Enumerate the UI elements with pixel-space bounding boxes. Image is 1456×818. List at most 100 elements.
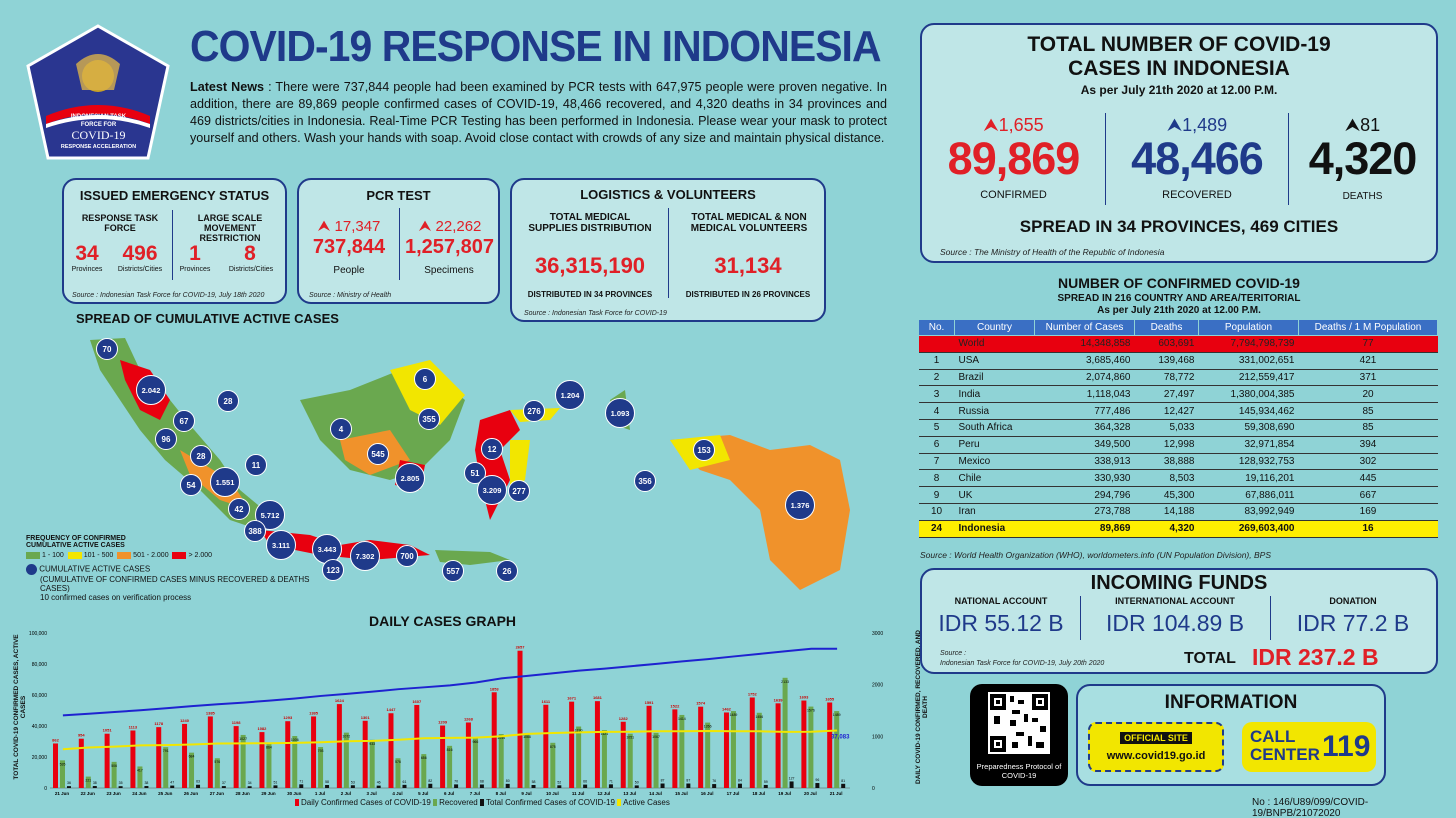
left-tick-label: 20,000 bbox=[32, 755, 48, 761]
column-header: Deaths / 1 M Population bbox=[1298, 319, 1438, 336]
recovered-bar bbox=[524, 732, 530, 788]
death-bar-label: 70 bbox=[454, 779, 458, 783]
recovered-bar-label: 1266 bbox=[704, 725, 712, 729]
death-bar bbox=[841, 783, 846, 788]
map-dot: 28 bbox=[190, 445, 212, 467]
funds-panel: INCOMING FUNDS NATIONAL ACCOUNT IDR 55.1… bbox=[920, 568, 1438, 674]
recovered-bar-label: 1121 bbox=[601, 732, 609, 736]
death-bar bbox=[634, 785, 639, 788]
recovered-bar bbox=[214, 758, 220, 788]
daily-bar-label: 1574 bbox=[696, 701, 706, 706]
recovered-bar bbox=[395, 758, 401, 788]
daily-bar-label: 1385 bbox=[309, 710, 319, 715]
deaths-value: 4,320 bbox=[1308, 133, 1418, 184]
inc-confirmed: ⮝1,655 bbox=[922, 115, 1105, 136]
daily-bar-label: 1522 bbox=[670, 703, 680, 708]
death-bar bbox=[67, 786, 71, 788]
death-bar bbox=[428, 783, 433, 788]
map-dot: 2.805 bbox=[395, 463, 425, 493]
funds-title: INCOMING FUNDS bbox=[1090, 572, 1268, 594]
qr-card[interactable]: Preparedness Protocol of COVID-19 bbox=[970, 684, 1068, 786]
recovered-bar bbox=[730, 711, 736, 788]
daily-bar-label: 1178 bbox=[154, 721, 163, 726]
page-title: COVID-19 RESPONSE IN INDONESIA bbox=[190, 22, 882, 71]
emergency-l3: Provinces bbox=[179, 266, 211, 273]
recovered-bar-label: 864 bbox=[266, 745, 272, 749]
recovered-bar-label: 933 bbox=[369, 742, 375, 746]
emergency-l4: Districts/Cities bbox=[228, 266, 274, 273]
daily-bar-label: 1853 bbox=[490, 686, 500, 691]
daily-bar-label: 1693 bbox=[799, 695, 809, 700]
table-row: 8 Chile 330,930 8,503 19,116,201 445 bbox=[918, 469, 1438, 488]
death-bar-label: 35 bbox=[119, 781, 123, 785]
recovered-bar bbox=[189, 752, 195, 788]
document-number: No : 146/U89/099/COVID-19/BNPB/21072020 bbox=[1252, 797, 1369, 818]
world-sub: SPREAD IN 216 COUNTRY AND AREA/TERITORIA… bbox=[1057, 293, 1301, 304]
table-row: 5 South Africa 364,328 5,033 59,308,690 85 bbox=[918, 419, 1438, 437]
map-title: SPREAD OF CUMULATIVE ACTIVE CASES bbox=[76, 311, 339, 326]
map-dot: 153 bbox=[693, 439, 715, 461]
recovered-bar bbox=[653, 732, 659, 788]
death-bar-label: 50 bbox=[635, 780, 639, 784]
column-header: Deaths bbox=[1134, 319, 1199, 336]
legend-item: 501 - 2.000 bbox=[117, 552, 169, 559]
death-bar bbox=[92, 786, 97, 788]
daily-bar-label: 954 bbox=[78, 733, 85, 738]
daily-bar bbox=[53, 743, 58, 788]
emergency-v2: 496 bbox=[122, 242, 158, 265]
map-dot: 54 bbox=[180, 474, 202, 496]
x-tick-label: 3 Jul bbox=[367, 791, 377, 796]
daily-bar bbox=[594, 701, 600, 788]
totals-title1: TOTAL NUMBER OF COVID-19 bbox=[1027, 33, 1331, 56]
daily-bar bbox=[311, 716, 317, 788]
death-bar bbox=[608, 784, 613, 788]
recovered-bar bbox=[576, 726, 582, 788]
x-tick-label: 11 Jul bbox=[572, 791, 585, 796]
official-site-button[interactable]: OFFICIAL SITE www.covid19.go.id bbox=[1088, 722, 1224, 772]
emergency-title: ISSUED EMERGENCY STATUS bbox=[79, 188, 270, 203]
daily-bar bbox=[775, 703, 781, 788]
map-dot: 356 bbox=[634, 470, 656, 492]
daily-bar bbox=[414, 704, 420, 788]
map-dot: 355 bbox=[418, 408, 440, 430]
dot-icon bbox=[26, 564, 37, 576]
call-center-button[interactable]: CALL CENTER 119 bbox=[1242, 722, 1376, 772]
legend-daily: Daily Confirmed Cases of COVID-19 bbox=[301, 798, 431, 807]
pcr-source: Source : Ministry of Health bbox=[309, 292, 392, 299]
death-bar-label: 47 bbox=[170, 781, 174, 785]
recovered-bar bbox=[834, 711, 840, 788]
death-bar-label: 76 bbox=[712, 779, 716, 783]
emergency-col2: LARGE SCALE MOVEMENT RESTRICTION bbox=[197, 213, 263, 243]
daily-bar bbox=[285, 721, 291, 788]
recovered-bar-label: 875 bbox=[550, 745, 556, 749]
active-cases-last-label: 37,083 bbox=[831, 735, 850, 741]
death-bar bbox=[221, 786, 226, 788]
x-tick-label: 26 Jun bbox=[184, 791, 199, 796]
recovered-bar-label: 793 bbox=[318, 749, 324, 753]
death-bar bbox=[815, 783, 820, 788]
map-dot: 70 bbox=[96, 338, 118, 360]
logo-line3: COVID-19 bbox=[71, 128, 126, 142]
recovered-label: RECOVERED bbox=[1162, 189, 1232, 201]
daily-bar-label: 1301 bbox=[361, 715, 371, 720]
emergency-v4: 8 bbox=[244, 242, 256, 265]
x-tick-label: 18 Jul bbox=[752, 791, 765, 796]
recovered-bar bbox=[369, 739, 375, 788]
column-header: Population bbox=[1198, 319, 1299, 336]
death-bar bbox=[763, 784, 768, 788]
latest-news-lead: Latest News bbox=[190, 80, 265, 94]
x-tick-label: 20 Jul bbox=[804, 791, 817, 796]
death-bar-label: 38 bbox=[144, 781, 148, 785]
daily-bar bbox=[130, 730, 136, 788]
death-bar-label: 81 bbox=[841, 779, 845, 783]
recovered-bar bbox=[601, 730, 607, 788]
death-bar-label: 66 bbox=[583, 780, 587, 784]
x-tick-label: 15 Jul bbox=[675, 791, 688, 796]
recovered-bar bbox=[318, 747, 324, 788]
death-bar bbox=[479, 784, 484, 788]
recovered-bar-label: 1489 bbox=[833, 713, 841, 717]
x-tick-label: 9 Jul bbox=[521, 791, 531, 796]
daily-bar-label: 1752 bbox=[748, 691, 758, 696]
latest-news-body: : There were 737,844 people had been exa… bbox=[190, 80, 887, 145]
map-dot: 67 bbox=[173, 410, 195, 432]
